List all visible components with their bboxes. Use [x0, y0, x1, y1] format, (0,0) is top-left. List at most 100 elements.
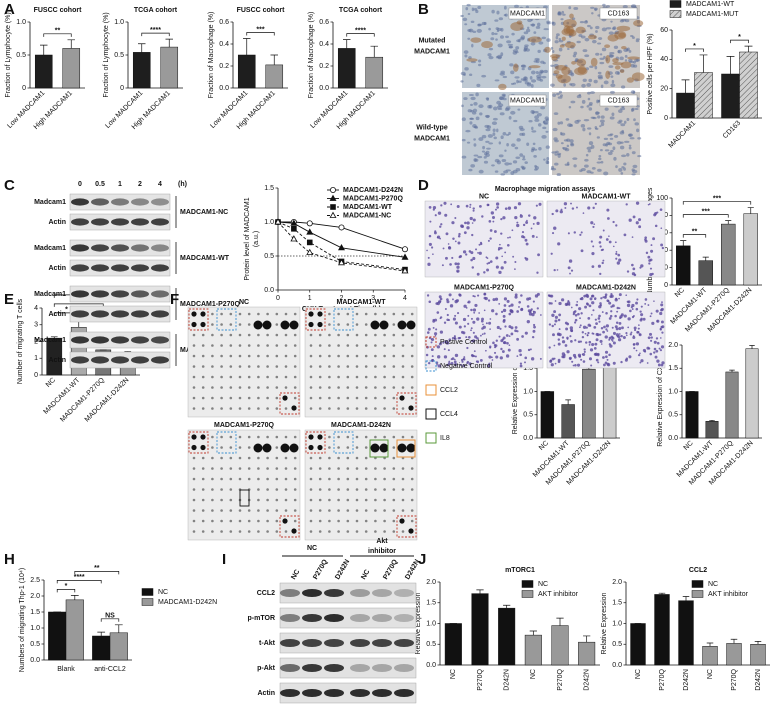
spot [364, 509, 368, 512]
cell [565, 327, 569, 331]
cell [618, 327, 622, 331]
cell [555, 150, 559, 154]
cell [485, 256, 488, 259]
cell [514, 268, 516, 271]
cell [524, 361, 526, 364]
cell [599, 125, 602, 128]
cell [464, 67, 469, 71]
significance-label: **** [150, 27, 161, 34]
blot-band [151, 218, 169, 226]
cell [583, 20, 588, 24]
image-row-label: MADCAM1 [414, 135, 450, 142]
cell [608, 301, 612, 305]
cell [586, 334, 589, 337]
cell [530, 83, 534, 88]
bar [654, 594, 670, 666]
spot-strong [370, 443, 380, 453]
spot [266, 333, 269, 337]
spot [309, 354, 313, 358]
y-tick-label: 0.0 [523, 435, 533, 442]
cell [549, 359, 553, 363]
cell [496, 105, 503, 109]
cell [595, 52, 600, 56]
y-tick-label: 0.5 [612, 641, 622, 648]
spot [257, 530, 260, 533]
time-label: 2 [138, 181, 142, 188]
cell [514, 215, 518, 220]
cell [633, 326, 637, 330]
stain [544, 46, 551, 53]
spot [201, 456, 205, 460]
x-tick-label: NC [635, 669, 642, 679]
cell [460, 363, 463, 367]
cell [621, 154, 627, 158]
cell [621, 166, 625, 169]
significance-label: ** [94, 565, 100, 572]
cell [566, 144, 570, 148]
cell [609, 133, 614, 136]
cell [531, 130, 537, 133]
cell [550, 302, 553, 305]
spot [355, 333, 359, 337]
cell [576, 206, 578, 209]
cell [445, 256, 448, 260]
micrograph [424, 291, 544, 369]
spot [229, 519, 233, 523]
spot [284, 467, 288, 470]
x-tick-label: anti-CCL2 [94, 666, 126, 673]
cell [493, 136, 497, 140]
spot [284, 435, 288, 439]
error-bar [342, 39, 351, 49]
cell [551, 324, 554, 328]
bar [745, 348, 759, 439]
cell [548, 302, 552, 305]
cell [529, 76, 533, 80]
cell [451, 256, 454, 260]
cell [637, 353, 641, 357]
cell [482, 145, 486, 150]
spot [211, 396, 214, 400]
cell [608, 343, 612, 346]
cell [617, 71, 620, 75]
cell [458, 325, 462, 329]
marker [329, 186, 336, 193]
cell [517, 80, 522, 83]
cell [483, 296, 487, 300]
cell [489, 229, 493, 232]
spot [309, 509, 313, 512]
cell [609, 90, 615, 94]
spot [220, 396, 223, 400]
cell [591, 12, 594, 15]
cell [578, 34, 583, 38]
bar [702, 646, 718, 666]
spot [247, 312, 251, 316]
spot [309, 467, 313, 470]
cell [452, 298, 454, 301]
spot [401, 498, 405, 502]
cell [502, 131, 507, 136]
spot-strong [379, 320, 389, 330]
image-title: Macrophage migration assays [495, 186, 595, 193]
cell [456, 270, 459, 273]
cell [616, 141, 622, 145]
cell [489, 345, 492, 348]
negative-box [333, 431, 354, 454]
blot-band [372, 639, 392, 647]
blot-band [111, 356, 129, 364]
y-tick-label: 1.0 [426, 620, 436, 627]
cell [553, 137, 558, 141]
error-bar [50, 336, 58, 339]
spot [238, 333, 242, 337]
cell [573, 231, 576, 234]
cell [640, 313, 644, 317]
cell [660, 363, 664, 367]
spot [392, 435, 396, 439]
cell [458, 232, 461, 236]
cell [488, 321, 492, 325]
y-tick-label: 1.5 [523, 365, 533, 372]
spot [383, 407, 386, 410]
spot [328, 467, 331, 470]
cell [625, 334, 628, 337]
spot [383, 386, 386, 389]
spot [211, 354, 214, 358]
